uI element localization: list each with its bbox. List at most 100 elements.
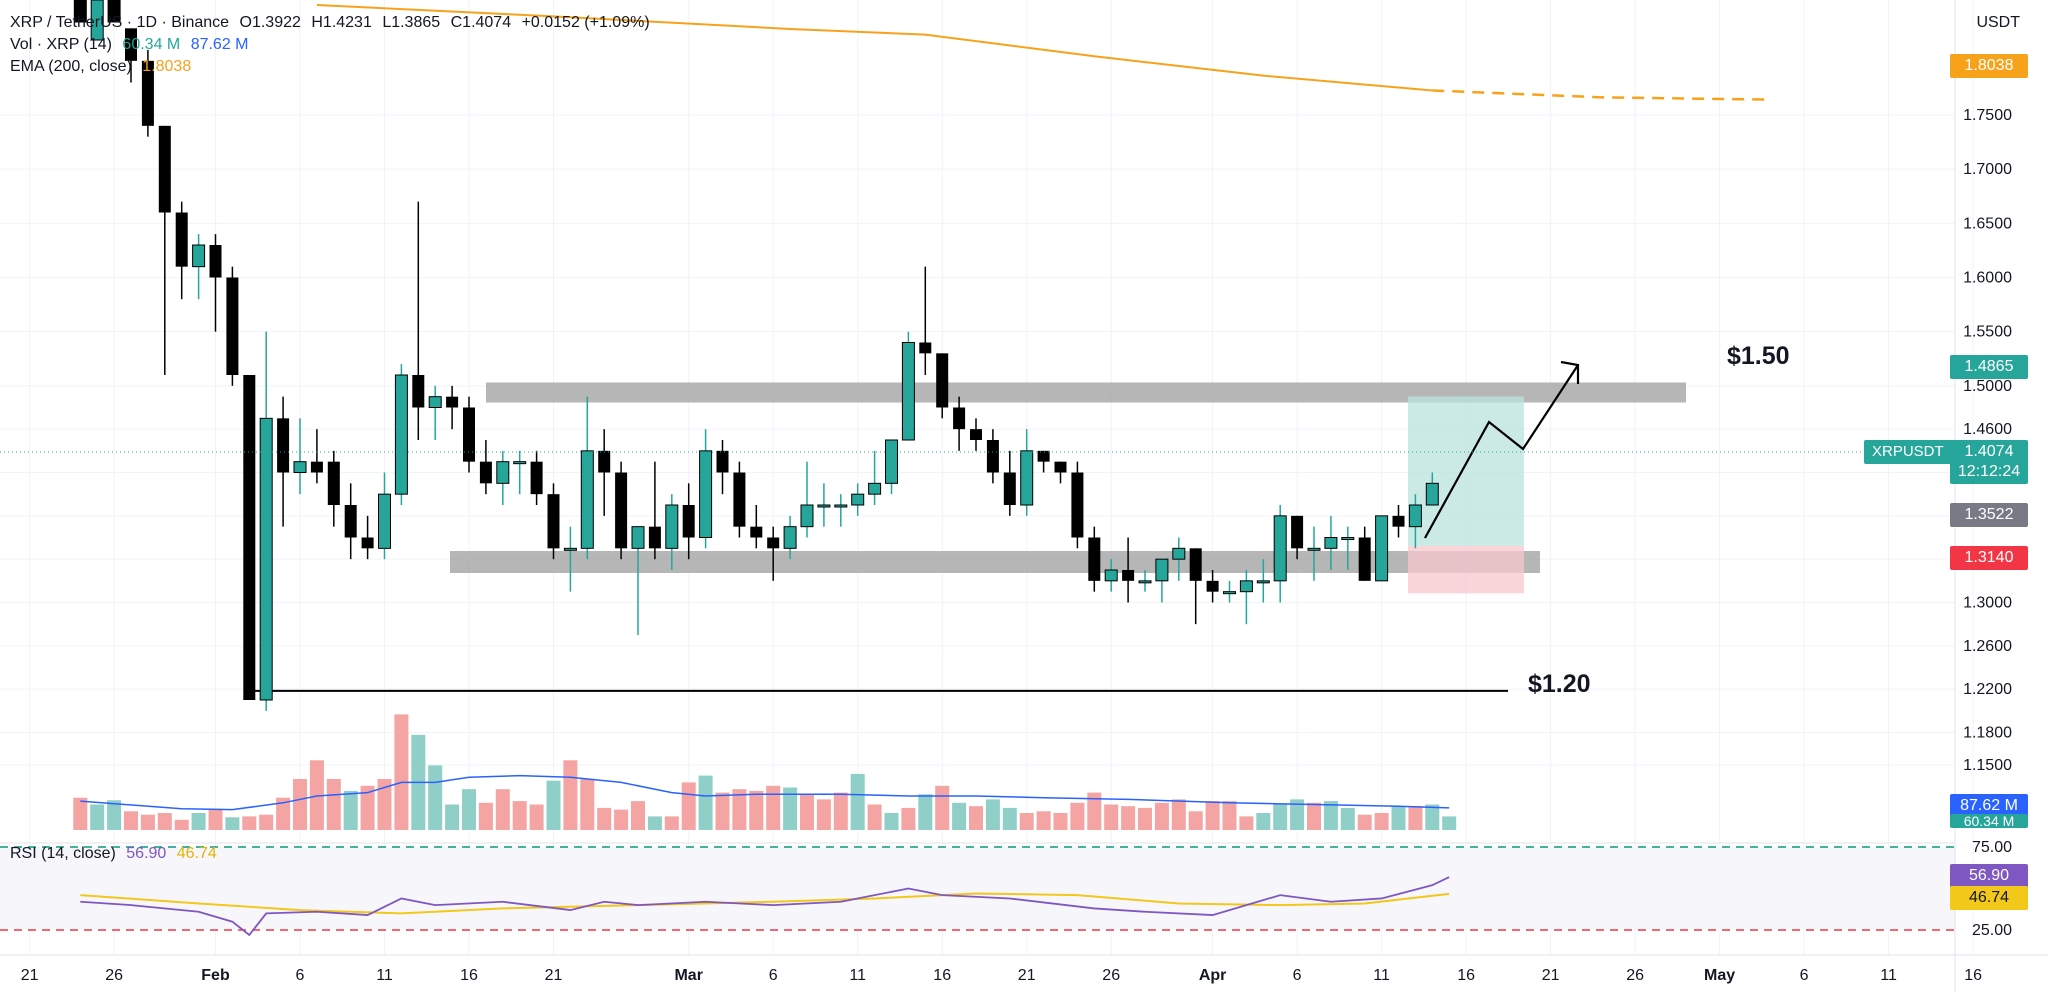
candle-body[interactable]	[699, 450, 713, 539]
candle-body[interactable]	[209, 245, 222, 278]
candle-body[interactable]	[479, 461, 492, 484]
candle-body[interactable]	[598, 450, 611, 473]
candle-body[interactable]	[243, 375, 256, 700]
candle-body[interactable]	[226, 277, 239, 376]
symbol-title[interactable]: XRP / TetherUS · 1D · Binance	[10, 14, 230, 31]
ema-label[interactable]: EMA (200, close)	[10, 58, 132, 75]
candle-body[interactable]	[767, 537, 780, 549]
candle-body[interactable]	[428, 396, 442, 408]
candle-body[interactable]	[1425, 482, 1439, 506]
candle-body[interactable]	[158, 125, 171, 213]
candle-body[interactable]	[496, 461, 510, 484]
candle-body[interactable]	[310, 461, 323, 473]
candle-body[interactable]	[446, 396, 459, 408]
candle-body[interactable]	[631, 526, 645, 549]
candle-body[interactable]	[1172, 547, 1186, 560]
candle-body[interactable]	[1088, 537, 1101, 581]
candle-body[interactable]	[412, 375, 425, 408]
price-tick-label: 1.6500	[1963, 215, 2012, 232]
volume-label[interactable]: Vol · XRP (14)	[10, 36, 112, 53]
candle-body[interactable]	[192, 244, 206, 268]
rsi-label[interactable]: RSI (14, close)	[10, 845, 116, 862]
candle-body[interactable]	[1189, 548, 1202, 581]
candle-body[interactable]	[615, 472, 628, 549]
candle-body[interactable]	[682, 505, 695, 538]
candle-body[interactable]	[885, 439, 898, 484]
candle-body[interactable]	[1273, 515, 1287, 582]
candle-body[interactable]	[563, 547, 577, 551]
candle-body[interactable]	[851, 493, 865, 506]
candle-body[interactable]	[1104, 569, 1118, 582]
candle-body[interactable]	[125, 28, 137, 61]
candle-body[interactable]	[936, 353, 949, 408]
candle-body[interactable]	[901, 342, 915, 441]
candle-body[interactable]	[1206, 580, 1219, 592]
candle-body[interactable]	[1408, 504, 1422, 528]
candle-body[interactable]	[733, 472, 746, 527]
candle-body[interactable]	[277, 418, 290, 473]
candle-body[interactable]	[327, 461, 340, 505]
candle-body[interactable]	[800, 504, 814, 528]
candle-body[interactable]	[1054, 461, 1067, 473]
date-tick-label: 6	[296, 967, 305, 984]
candle-body[interactable]	[1071, 472, 1084, 538]
candle-body[interactable]	[1003, 472, 1016, 506]
volume-bar	[614, 809, 629, 830]
volume-bar	[1002, 807, 1017, 830]
candle-body[interactable]	[1291, 515, 1304, 549]
stop-zone	[1408, 545, 1524, 594]
candle-body[interactable]	[378, 493, 391, 549]
candle-body[interactable]	[1037, 450, 1050, 462]
candle-body[interactable]	[1020, 450, 1034, 506]
high-value: H1.4231	[311, 14, 372, 31]
candles-layer[interactable]	[73, 0, 1439, 711]
candle-body[interactable]	[1256, 580, 1270, 584]
candle-body[interactable]	[750, 526, 763, 538]
candle-body[interactable]	[293, 461, 307, 473]
candle-body[interactable]	[817, 504, 831, 508]
candle-body[interactable]	[919, 342, 932, 354]
candle-body[interactable]	[344, 505, 357, 538]
candle-body[interactable]	[1375, 515, 1389, 582]
candle-body[interactable]	[513, 461, 527, 465]
candle-body[interactable]	[783, 526, 797, 549]
candle-body[interactable]	[665, 504, 679, 549]
candle-body[interactable]	[394, 374, 408, 495]
candle-body[interactable]	[868, 482, 882, 495]
candle-body[interactable]	[1138, 580, 1152, 584]
volume-bar	[715, 792, 730, 830]
candle-body[interactable]	[1155, 558, 1169, 582]
ema-line	[316, 4, 1433, 92]
candle-body[interactable]	[463, 407, 475, 462]
candle-body[interactable]	[175, 212, 188, 267]
volume-bar	[1138, 807, 1152, 830]
candle-body[interactable]	[953, 407, 966, 430]
candle-body[interactable]	[361, 537, 374, 549]
candle-body[interactable]	[986, 440, 999, 473]
volume-bar	[1391, 806, 1406, 830]
candle-body[interactable]	[141, 60, 154, 126]
ema-projection	[1432, 89, 1771, 101]
volume-bar	[664, 816, 679, 830]
candle-body[interactable]	[580, 450, 594, 549]
candle-body[interactable]	[547, 494, 560, 549]
candle-body[interactable]	[259, 417, 273, 701]
rsi-value: 56.90	[126, 845, 167, 862]
candle-body[interactable]	[1307, 547, 1321, 551]
candle-body[interactable]	[1239, 580, 1253, 593]
candle-body[interactable]	[1223, 591, 1236, 595]
candle-body[interactable]	[1392, 515, 1405, 527]
candle-body[interactable]	[1324, 537, 1338, 549]
candle-body[interactable]	[970, 429, 982, 440]
date-tick-label: 26	[1102, 967, 1120, 984]
candle-body[interactable]	[530, 461, 543, 495]
candle-body[interactable]	[834, 504, 848, 508]
volume-bar	[208, 809, 223, 830]
candle-body[interactable]	[716, 450, 729, 473]
candle-body[interactable]	[1341, 537, 1355, 540]
candle-body[interactable]	[1358, 537, 1371, 581]
currency-label[interactable]: USDT	[1976, 14, 2020, 31]
candle-body[interactable]	[1122, 570, 1135, 581]
candle-body[interactable]	[648, 526, 661, 549]
